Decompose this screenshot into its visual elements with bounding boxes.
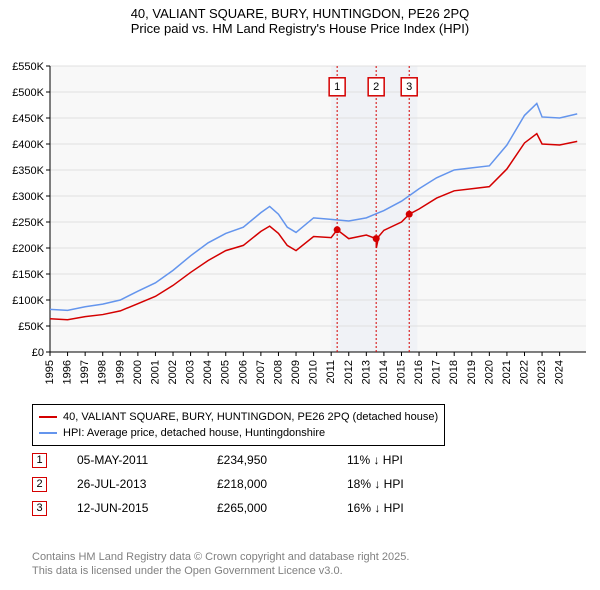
- x-tick-label: 2012: [343, 360, 355, 384]
- x-tick-label: 2006: [237, 360, 249, 384]
- y-tick-label: £400K: [12, 139, 44, 151]
- legend-swatch: [39, 432, 57, 434]
- x-tick-label: 2023: [536, 360, 548, 384]
- x-tick-label: 2022: [518, 360, 530, 384]
- chart-title-line2: Price paid vs. HM Land Registry's House …: [0, 21, 600, 36]
- y-tick-label: £0: [32, 347, 44, 359]
- transaction-row: 1 05-MAY-2011£234,95011% ↓ HPI: [32, 448, 404, 472]
- x-tick-label: 2017: [431, 360, 443, 384]
- marker-point: [373, 235, 380, 242]
- transaction-date: 05-MAY-2011: [77, 453, 217, 467]
- y-tick-label: £200K: [12, 243, 44, 255]
- x-tick-label: 2018: [448, 360, 460, 384]
- x-tick-label: 2015: [395, 360, 407, 384]
- y-tick-label: £350K: [12, 165, 44, 177]
- x-tick-label: 2002: [167, 360, 179, 384]
- x-tick-label: 2001: [149, 360, 161, 384]
- attribution-line1: Contains HM Land Registry data © Crown c…: [32, 550, 409, 564]
- y-tick-label: £100K: [12, 295, 44, 307]
- transaction-diff: 11% ↓ HPI: [347, 453, 403, 467]
- x-tick-label: 2016: [413, 360, 425, 384]
- x-tick-label: 2007: [255, 360, 267, 384]
- transaction-date: 12-JUN-2015: [77, 501, 217, 515]
- y-tick-label: £550K: [12, 61, 44, 73]
- legend-row: 40, VALIANT SQUARE, BURY, HUNTINGDON, PE…: [39, 409, 438, 425]
- x-tick-label: 2014: [378, 360, 390, 384]
- marker-point: [334, 226, 341, 233]
- x-tick-label: 2003: [185, 360, 197, 384]
- legend-label: HPI: Average price, detached house, Hunt…: [63, 425, 325, 441]
- legend-row: HPI: Average price, detached house, Hunt…: [39, 425, 438, 441]
- transaction-price: £218,000: [217, 477, 347, 491]
- x-tick-label: 1996: [62, 360, 74, 384]
- x-tick-label: 2011: [325, 360, 337, 384]
- marker-point: [406, 211, 413, 218]
- marker-label-text: 3: [406, 81, 412, 93]
- x-tick-label: 2005: [220, 360, 232, 384]
- transaction-date: 26-JUL-2013: [77, 477, 217, 491]
- plot-area: [50, 66, 586, 352]
- x-tick-label: 2000: [132, 360, 144, 384]
- x-tick-label: 2021: [501, 360, 513, 384]
- transaction-row: 3 12-JUN-2015£265,00016% ↓ HPI: [32, 496, 404, 520]
- transactions-table: 1 05-MAY-2011£234,95011% ↓ HPI 2 26-JUL-201…: [32, 448, 404, 520]
- x-tick-label: 2020: [483, 360, 495, 384]
- marker-label-text: 1: [334, 81, 340, 93]
- x-tick-label: 2009: [290, 360, 302, 384]
- y-tick-label: £450K: [12, 113, 44, 125]
- chart-svg: £0 £50K £100K £150K £200K £250K £300K £350K £400…: [8, 42, 592, 400]
- price-chart: £0 £50K £100K £150K £200K £250K £300K £350K £400…: [8, 42, 592, 400]
- y-tick-label: £300K: [12, 191, 44, 203]
- x-tick-label: 2019: [466, 360, 478, 384]
- y-tick-label: £150K: [12, 269, 44, 281]
- attribution-line2: This data is licensed under the Open Gov…: [32, 564, 409, 578]
- chart-title-line1: 40, VALIANT SQUARE, BURY, HUNTINGDON, PE…: [0, 0, 600, 21]
- highlight-band: [331, 66, 417, 352]
- x-tick-label: 1995: [44, 360, 56, 384]
- transaction-row: 2 26-JUL-2013£218,00018% ↓ HPI: [32, 472, 404, 496]
- x-tick-label: 2013: [360, 360, 372, 384]
- transaction-marker: 1: [32, 453, 47, 468]
- y-tick-label: £50K: [18, 321, 44, 333]
- x-tick-label: 2010: [308, 360, 320, 384]
- legend: 40, VALIANT SQUARE, BURY, HUNTINGDON, PE…: [32, 404, 445, 446]
- x-tick-label: 2024: [554, 360, 566, 384]
- x-tick-label: 2008: [272, 360, 284, 384]
- transaction-marker: 3: [32, 501, 47, 516]
- transaction-price: £234,950: [217, 453, 347, 467]
- y-tick-label: £500K: [12, 87, 44, 99]
- transaction-marker: 2: [32, 477, 47, 492]
- marker-label-text: 2: [373, 81, 379, 93]
- transaction-price: £265,000: [217, 501, 347, 515]
- y-tick-label: £250K: [12, 217, 44, 229]
- legend-swatch: [39, 416, 57, 418]
- legend-label: 40, VALIANT SQUARE, BURY, HUNTINGDON, PE…: [63, 409, 438, 425]
- x-tick-label: 1999: [114, 360, 126, 384]
- x-tick-label: 1998: [97, 360, 109, 384]
- attribution: Contains HM Land Registry data © Crown c…: [32, 550, 409, 578]
- transaction-diff: 16% ↓ HPI: [347, 501, 404, 515]
- x-tick-label: 1997: [79, 360, 91, 384]
- transaction-diff: 18% ↓ HPI: [347, 477, 404, 491]
- x-tick-label: 2004: [202, 360, 214, 384]
